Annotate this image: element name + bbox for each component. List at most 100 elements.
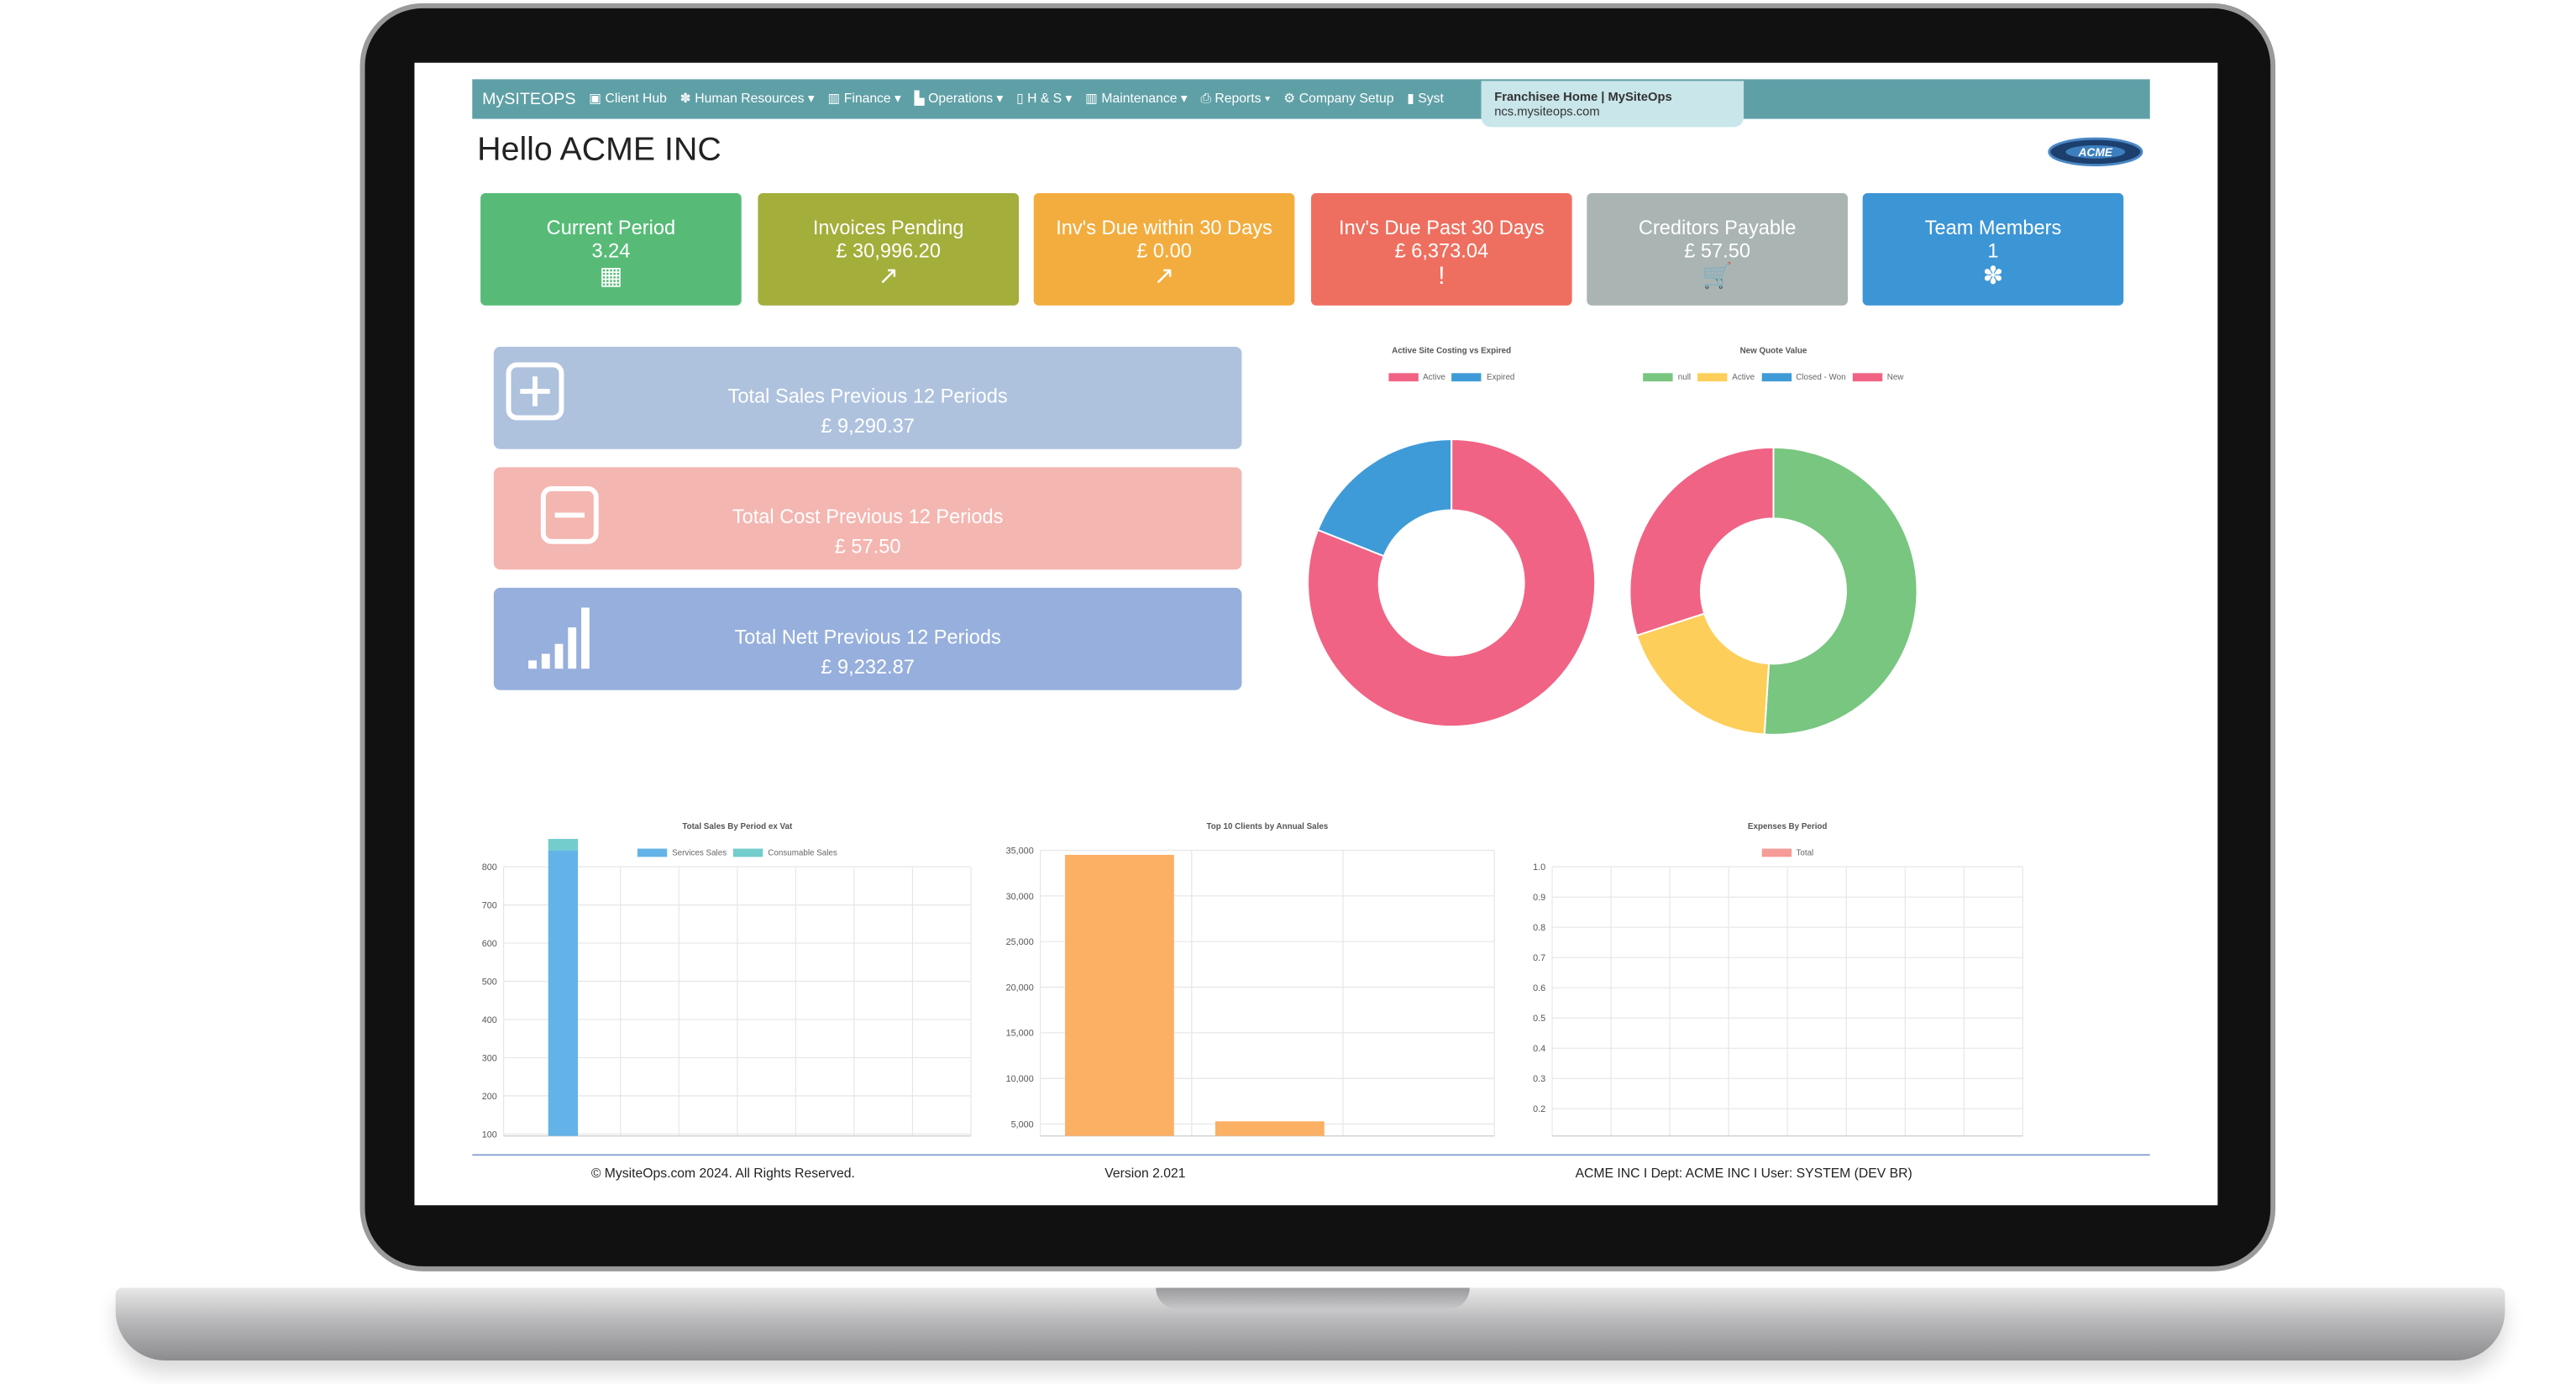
brand-link[interactable]: MySITEOPS (482, 90, 576, 108)
legend-label: Active (1423, 373, 1445, 384)
svg-text:ACME: ACME (2078, 146, 2113, 159)
bar-chart-icon: ▥ (1085, 91, 1102, 106)
nav-item-label: Syst (1418, 91, 1444, 106)
card-value: £ 30,996.20 (836, 239, 942, 263)
legend-swatch (1643, 373, 1673, 382)
card-title: Invoices Pending (812, 216, 964, 240)
stat-card[interactable]: Creditors Payable £ 57.50 🛒 (1587, 193, 1848, 306)
line-chart-icon: ↗ (878, 262, 900, 291)
legend-swatch (1852, 373, 1882, 382)
nav-item-8[interactable]: ▮ Syst (1407, 91, 1444, 107)
card-title: Creditors Payable (1638, 216, 1797, 240)
legend-label: Active (1732, 373, 1755, 384)
bar-chart-icon: ▥ (827, 91, 844, 106)
print-icon: ⎙ (1200, 91, 1215, 106)
plus-square-icon (506, 362, 564, 421)
legend-item[interactable]: New (1852, 373, 1903, 383)
nav-item-6[interactable]: ⎙ Reports ▾ (1200, 91, 1270, 107)
chart-title: Expenses By Period (1747, 822, 1828, 832)
gears-icon: ⚙ (1283, 91, 1299, 106)
nav-item-label: Human Resources ▾ (695, 91, 815, 106)
card-title: Inv's Due within 30 Days (1056, 216, 1272, 240)
card-title: Current Period (546, 216, 676, 240)
card-title: Team Members (1924, 216, 2062, 240)
legend-label: Services Sales (672, 848, 727, 859)
legend-item[interactable]: Services Sales (637, 848, 727, 859)
id-card-icon: ▣ (589, 91, 606, 106)
stat-card[interactable]: Current Period 3.24 ▦ (480, 193, 742, 306)
card-value: 1 (1987, 239, 1999, 263)
nav-item-0[interactable]: ▣ Client Hub (589, 91, 667, 107)
nav-item-label: Reports ▾ (1215, 91, 1271, 106)
footer-copyright: © MysiteOps.com 2024. All Rights Reserve… (590, 1165, 855, 1181)
summary-panel: Total Cost Previous 12 Periods £ 57.50 (493, 467, 1242, 570)
card-value: £ 0.00 (1136, 239, 1192, 263)
footer-version: Version 2.021 (1104, 1165, 1186, 1181)
legend-swatch (1761, 848, 1792, 857)
signal-icon (528, 607, 590, 669)
legend-item[interactable]: Total (1761, 848, 1814, 859)
users-icon: ✽ (679, 91, 695, 106)
legend-item[interactable]: Expired (1451, 373, 1515, 384)
legend-label: Total (1796, 848, 1814, 859)
nav-item-label: Client Hub (605, 91, 667, 106)
nav-item-3[interactable]: ▙ Operations ▾ (915, 91, 1004, 107)
clipboard-icon: ▯ (1016, 91, 1028, 106)
legend-swatch (1388, 373, 1419, 382)
legend-swatch (732, 848, 763, 857)
legend-swatch (1697, 373, 1728, 382)
mobile-icon: ▮ (1407, 91, 1419, 106)
panel-value: £ 9,290.37 (821, 414, 915, 438)
nav-item-label: Maintenance ▾ (1101, 91, 1188, 106)
nav-item-5[interactable]: ▥ Maintenance ▾ (1085, 91, 1188, 107)
top-navbar: MySITEOPS ▣ Client Hub ✽ Human Resources … (472, 79, 2150, 119)
nav-item-label: H & S ▾ (1027, 91, 1073, 106)
stat-card[interactable]: Inv's Due within 30 Days £ 0.00 ↗ (1033, 193, 1295, 306)
legend-item[interactable]: Active (1388, 373, 1445, 383)
calendar-icon: ▦ (599, 262, 623, 291)
minus-square-icon (540, 485, 599, 544)
legend-item[interactable]: Consumable Sales (732, 848, 837, 859)
legend-label: null (1677, 373, 1692, 384)
stat-card[interactable]: Invoices Pending £ 30,996.20 ↗ (758, 193, 1020, 306)
nav-item-1[interactable]: ✽ Human Resources ▾ (680, 91, 815, 107)
page-title: Hello ACME INC (477, 132, 721, 169)
line-chart-icon: ↗ (1153, 262, 1175, 291)
browser-tooltip: Franchisee Home | MySiteOps ncs.mysiteop… (1481, 81, 1744, 128)
nav-item-2[interactable]: ▥ Finance ▾ (827, 91, 900, 107)
panel-title: Total Nett Previous 12 Periods (734, 626, 1001, 649)
tooltip-url: ncs.mysiteops.com (1494, 103, 1600, 119)
stat-card[interactable]: Team Members 1 ✽ (1862, 193, 2124, 306)
footer: © MysiteOps.com 2024. All Rights Reserve… (472, 1154, 2150, 1181)
chart-title: New Quote Value (1739, 346, 1807, 357)
chart-legend: Services Sales Consumable Sales (504, 848, 971, 859)
exclamation-icon: ! (1438, 262, 1445, 291)
legend-label: New (1886, 373, 1904, 384)
legend-label: Consumable Sales (768, 848, 837, 859)
chart-title: Total Sales By Period ex Vat (682, 822, 793, 832)
legend-item[interactable]: Closed - Won (1760, 373, 1846, 383)
users-icon: ✽ (1982, 262, 2004, 291)
panel-title: Total Cost Previous 12 Periods (732, 505, 1004, 529)
panel-value: £ 9,232.87 (821, 655, 915, 679)
cart-icon: 🛒 (1702, 262, 1734, 291)
legend-item[interactable]: null (1643, 373, 1692, 384)
stat-card[interactable]: Inv's Due Past 30 Days £ 6,373.04! (1311, 193, 1572, 306)
tooltip-title: Franchisee Home | MySiteOps (1494, 89, 1672, 104)
chart-title: Active Site Costing vs Expired (1392, 346, 1512, 357)
panel-title: Total Sales Previous 12 Periods (727, 385, 1008, 408)
card-value: £ 57.50 (1684, 239, 1750, 263)
nav-item-4[interactable]: ▯ H & S ▾ (1016, 91, 1072, 107)
chart-legend: Active Expired (1321, 373, 1582, 383)
legend-swatch (637, 848, 668, 857)
card-title: Inv's Due Past 30 Days (1339, 216, 1545, 240)
chart-legend: Total (1552, 848, 2023, 859)
summary-panel: Total Sales Previous 12 Periods £ 9,290.3… (493, 346, 1242, 449)
nav-item-7[interactable]: ⚙ Company Setup (1283, 91, 1393, 107)
footer-user-info: ACME INC I Dept: ACME INC I User: SYSTEM… (1575, 1165, 1912, 1181)
nav-item-label: Company Setup (1298, 91, 1394, 106)
card-value: £ 6,373.04 (1394, 239, 1489, 263)
chart-legend: null Active Closed - Won New (1643, 373, 1904, 383)
legend-item[interactable]: Active (1697, 373, 1755, 383)
legend-label: Expired (1487, 373, 1515, 384)
